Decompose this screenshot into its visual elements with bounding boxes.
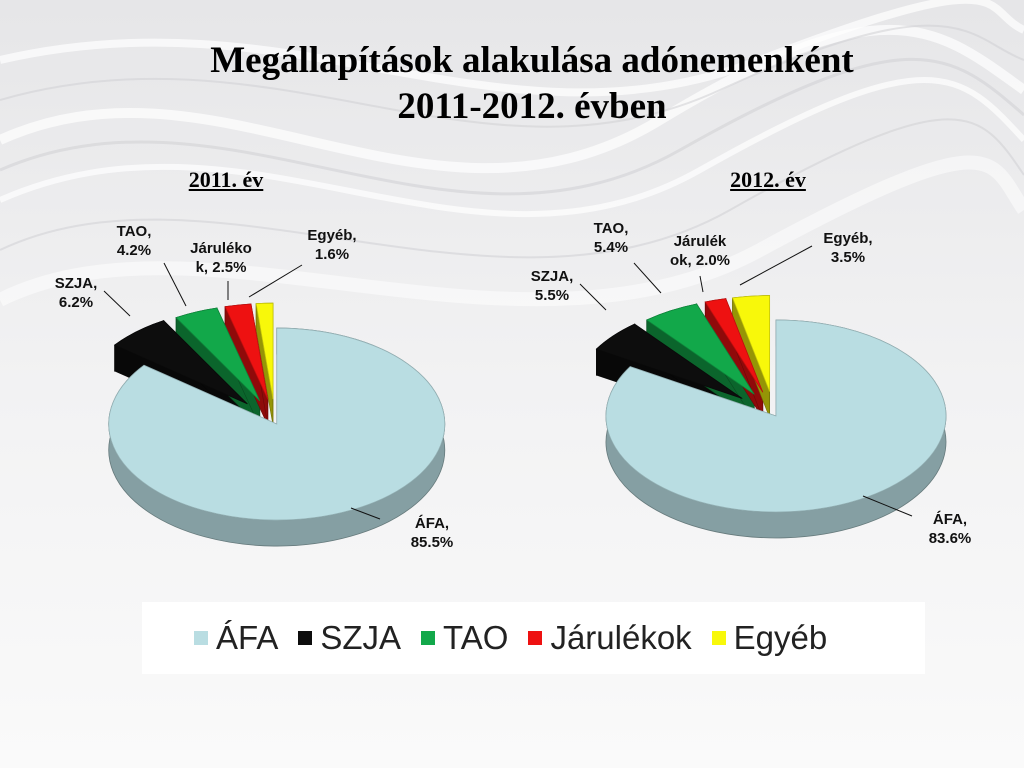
leader-line-tao [633,262,662,294]
legend-swatch-egyeb [711,631,726,645]
data-label-jarulekok: Járuléko k, 2.5% [190,240,252,276]
pie-chart-2: ÁFA, 83.6% SZJA, 5.5% TAO, 5.4% Járulék ok, 2.0… [531,220,972,547]
data-label-egyeb: Egyéb, 3.5% [823,230,872,266]
leader-line-egyeb [248,264,303,298]
legend-item-szja: SZJA [298,619,401,657]
slice-afa [605,319,947,513]
slice-egyeb [731,295,771,392]
data-label-egyeb: Egyéb, 1.6% [307,227,356,263]
legend-item-tao: TAO [421,619,508,657]
legend-swatch-afa [194,631,208,645]
legend-label-afa: ÁFA [216,619,279,656]
slice-afa [108,327,446,521]
data-label-szja: SZJA, 6.2% [55,275,98,311]
legend-label-tao: TAO [443,619,509,656]
data-label-szja: SZJA, 5.5% [531,268,574,304]
legend-item-jarulekok: Járulékok [528,619,692,657]
slide-title: Megállapítások alakulása adónemenként 20… [0,38,1024,130]
legend: ÁFA SZJA TAO Járulékok Egyéb [142,602,925,674]
data-label-afa: ÁFA, 83.6% [929,511,972,547]
leader-line-egyeb [739,245,813,286]
legend-swatch-szja [298,631,313,645]
chart-2012-title: 2012. év [730,167,806,192]
data-label-afa: ÁFA, 85.5% [411,515,454,551]
data-label-tao: TAO, 4.2% [117,223,152,259]
data-label-jarulekok: Járulék ok, 2.0% [670,233,730,269]
legend-item-afa: ÁFA [194,619,278,657]
legend-label-egyeb: Egyéb [733,619,828,656]
slice-tao [175,307,261,402]
leader-line-szja [103,290,131,317]
leader-line-jarulekok [699,275,704,293]
leader-line-afa [862,495,913,517]
slice-egyeb [255,302,274,400]
legend-label-szja: SZJA [320,619,402,656]
slice-szja [113,320,248,405]
slice-jarulekok [224,303,269,400]
slice-tao [645,303,755,395]
legend-label-jarulekok: Járulékok [550,619,692,656]
slice-jarulekok [704,298,764,393]
legend-row: ÁFA SZJA TAO Járulékok Egyéb [194,618,847,658]
leader-line-afa [350,507,381,520]
slice-szja [595,323,743,399]
legend-swatch-tao [421,631,436,645]
title-line-2: 2011-2012. évben [397,86,667,127]
title-line-1: Megállapítások alakulása adónemenként [210,40,854,81]
data-label-tao: TAO, 5.4% [594,220,629,256]
chart-2011-title: 2011. év [188,167,264,192]
leader-line-tao [163,262,187,307]
leader-line-szja [579,283,607,311]
pie-chart-1: ÁFA, 85.5% SZJA, 6.2% TAO, 4.2% Járuléko k, 2.5… [55,223,454,551]
legend-swatch-jarulekok [528,631,543,645]
legend-item-egyeb: Egyéb [711,619,828,657]
